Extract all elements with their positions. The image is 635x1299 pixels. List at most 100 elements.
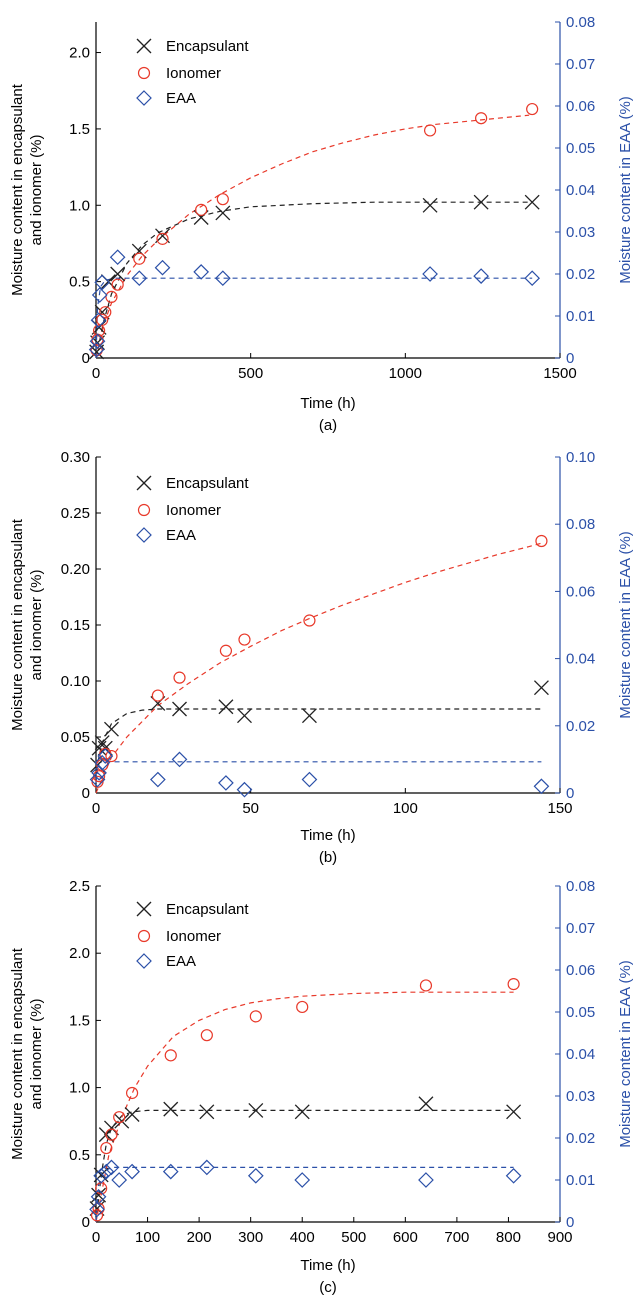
x-axis-title: Time (h) (300, 827, 355, 844)
y-tick-label: 2.0 (69, 45, 90, 62)
eaa-point (198, 1159, 215, 1176)
eaa-point (533, 778, 550, 795)
y2-tick-label: 0.03 (566, 224, 595, 241)
x-tick-label: 0 (92, 1229, 100, 1246)
ionomer-point (303, 614, 316, 627)
x-tick-label: 150 (547, 800, 572, 817)
legend-encapsulant-label: Encapsulant (166, 38, 249, 55)
encapsulant-point (114, 1113, 130, 1129)
ionomer-point (113, 1111, 126, 1124)
y2-axis-title: Moisture content in EAA (%) (617, 531, 634, 719)
legend-encapsulant-label: Encapsulant (166, 475, 249, 492)
panel-caption: (c) (319, 1279, 337, 1296)
encapsulant-point (301, 708, 317, 724)
ionomer-point (238, 633, 251, 646)
y-axis-title-line: and ionomer (%) (28, 999, 45, 1110)
y2-tick-label: 0.02 (566, 266, 595, 283)
eaa-point (505, 1167, 522, 1184)
y-tick-label: 2.5 (69, 878, 90, 895)
y-axis-title-line: Moisture content in encapsulant (9, 83, 26, 296)
ionomer-point (219, 644, 233, 657)
y-tick-label: 0.5 (69, 274, 90, 291)
legend-encapsulant-marker (136, 475, 152, 491)
y-tick-label: 0.10 (61, 673, 90, 690)
y2-tick-label: 0.07 (566, 920, 595, 937)
y2-tick-label: 0.06 (566, 962, 595, 979)
ionomer-point (99, 306, 112, 319)
legend-ionomer-label: Ionomer (166, 65, 221, 82)
y2-tick-label: 0.01 (566, 308, 595, 325)
encapsulant-point (172, 701, 187, 717)
ionomer-point (249, 1010, 262, 1023)
y-axis-title-line: Moisture content in encapsulant (9, 947, 26, 1160)
eaa-point (93, 1167, 110, 1184)
encapsulant-point (506, 1104, 522, 1120)
y-tick-label: 1.5 (69, 121, 90, 138)
encapsulant-point (294, 1104, 310, 1120)
y-tick-label: 0 (82, 785, 90, 802)
eaa-point (131, 270, 148, 287)
y2-tick-label: 0.02 (566, 718, 595, 735)
eaa-point (90, 312, 107, 329)
eaa-fit-line (95, 277, 533, 359)
x-tick-label: 1500 (543, 365, 576, 382)
y2-tick-label: 0.04 (566, 182, 595, 199)
legend: Encapsulant Ionomer EAA (136, 901, 249, 970)
y-axis-title: Moisture content in encapsulant and ionom… (9, 947, 45, 1160)
eaa-point (247, 1167, 264, 1184)
y2-tick-label: 0.02 (566, 1130, 595, 1147)
x-tick-label: 1000 (389, 365, 422, 382)
ionomer-point (296, 1000, 309, 1014)
y-axis-title: Moisture content in encapsulant and ionom… (9, 83, 45, 296)
x-tick-label: 500 (341, 1229, 366, 1246)
encapsulant-point (124, 1107, 140, 1122)
y2-tick-label: 0 (566, 350, 574, 367)
y2-tick-label: 0.06 (566, 98, 595, 115)
ionomer-point (125, 1086, 139, 1100)
y-tick-label: 0.25 (61, 505, 90, 522)
ionomer-point (111, 278, 124, 291)
eaa-point (109, 249, 126, 266)
eaa-point (162, 1163, 179, 1180)
encapsulant-point (237, 708, 252, 724)
x-tick-label: 200 (187, 1229, 212, 1246)
ionomer-fit-line (95, 991, 514, 1223)
y2-tick-label: 0.06 (566, 583, 595, 600)
eaa-point (171, 751, 188, 768)
panel-caption: (a) (319, 417, 337, 434)
legend-encapsulant-label: Encapsulant (166, 901, 249, 918)
eaa-point (154, 259, 171, 276)
ionomer-fit-line (95, 542, 542, 794)
encapsulant-point (524, 194, 540, 210)
y2-axis-title: Moisture content in EAA (%) (617, 960, 634, 1148)
chart-panel-3: 0 100 200 300 400 500 600 700 800 90000.51.01.52.… (9, 878, 634, 1296)
y-tick-label: 0.15 (61, 617, 90, 634)
y2-tick-label: 0.08 (566, 878, 595, 895)
y2-tick-label: 0 (566, 785, 574, 802)
encapsulant-point (533, 680, 549, 696)
y2-tick-label: 0.05 (566, 140, 595, 157)
ionomer-point (100, 1141, 113, 1155)
encapsulant-point (94, 735, 110, 751)
ionomer-point (96, 313, 109, 326)
eaa-point (91, 764, 107, 781)
y-axis-title-line: and ionomer (%) (28, 570, 45, 681)
eaa-point (422, 266, 438, 282)
ionomer-point (195, 203, 208, 216)
x-tick-label: 0 (92, 365, 100, 382)
x-tick-label: 900 (547, 1229, 572, 1246)
encapsulant-point (218, 699, 234, 715)
eaa-point (88, 341, 105, 358)
ionomer-point (105, 749, 118, 763)
y-tick-label: 0 (82, 350, 90, 367)
eaa-point (90, 1188, 107, 1205)
encapsulant-point (199, 1104, 215, 1120)
eaa-point (103, 1159, 120, 1176)
y2-tick-label: 0.05 (566, 1004, 595, 1021)
y2-tick-label: 0 (566, 1214, 574, 1231)
x-tick-label: 300 (238, 1229, 263, 1246)
legend-encapsulant-marker (136, 901, 152, 917)
ionomer-point (200, 1029, 213, 1042)
y-tick-label: 0.20 (61, 561, 90, 578)
